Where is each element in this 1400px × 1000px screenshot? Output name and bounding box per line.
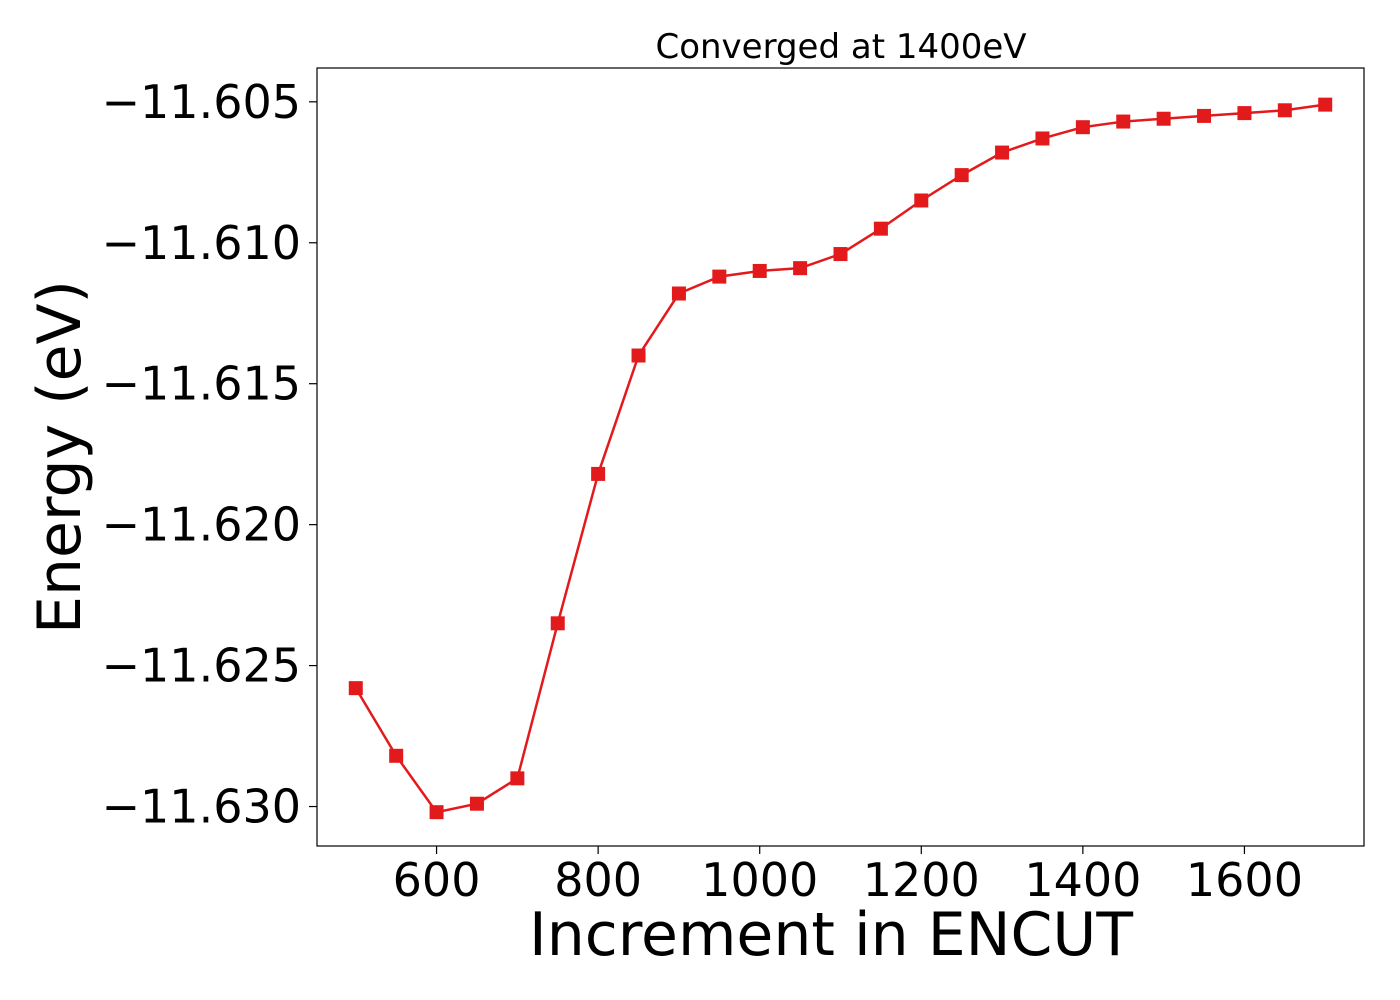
data-point [752, 263, 767, 278]
y-tick-label: −11.615 [102, 357, 302, 411]
x-axis: 600 800 1000 1200 1400 1600 [393, 846, 1303, 907]
data-point [954, 168, 969, 183]
x-tick-label: 600 [393, 853, 481, 907]
data-point [671, 286, 686, 301]
y-tick-label: −11.625 [102, 639, 302, 693]
data-point [591, 466, 606, 481]
y-tick-label: −11.630 [102, 780, 302, 834]
y-axis-label: Energy (eV) [25, 280, 95, 634]
data-point [1156, 111, 1171, 126]
data-point [469, 796, 484, 811]
data-point [389, 748, 404, 763]
data-point [1035, 131, 1050, 146]
data-point [429, 805, 444, 820]
x-axis-label: Increment in ENCUT [529, 900, 1133, 970]
y-axis: −11.605 −11.610 −11.615 −11.620 −11.625 −11.6… [102, 75, 317, 834]
data-point [995, 145, 1010, 160]
data-point [1237, 106, 1252, 121]
data-point [1075, 120, 1090, 135]
x-tick-label: 1600 [1186, 853, 1303, 907]
series-line [354, 103, 1326, 814]
data-point [914, 193, 929, 208]
y-tick-label: −11.605 [102, 75, 302, 129]
chart-title: Converged at 1400eV [655, 27, 1026, 67]
data-point [873, 221, 888, 236]
data-point [1277, 103, 1292, 118]
plot-area [316, 67, 1365, 847]
y-tick-label: −11.620 [102, 498, 302, 552]
x-tick-label: 1000 [701, 853, 818, 907]
data-point [1197, 108, 1212, 123]
data-point [550, 616, 565, 631]
data-point [833, 247, 848, 262]
x-tick-label: 800 [554, 853, 642, 907]
y-tick-label: −11.610 [102, 216, 302, 270]
x-tick-label: 1200 [863, 853, 980, 907]
data-point [1116, 114, 1131, 129]
data-point [793, 261, 808, 276]
x-tick-label: 1400 [1024, 853, 1141, 907]
data-point [712, 269, 727, 284]
data-point [1318, 97, 1333, 112]
data-point [348, 681, 363, 696]
data-point [631, 348, 646, 363]
data-point [510, 771, 525, 786]
series-layer [348, 97, 1333, 820]
